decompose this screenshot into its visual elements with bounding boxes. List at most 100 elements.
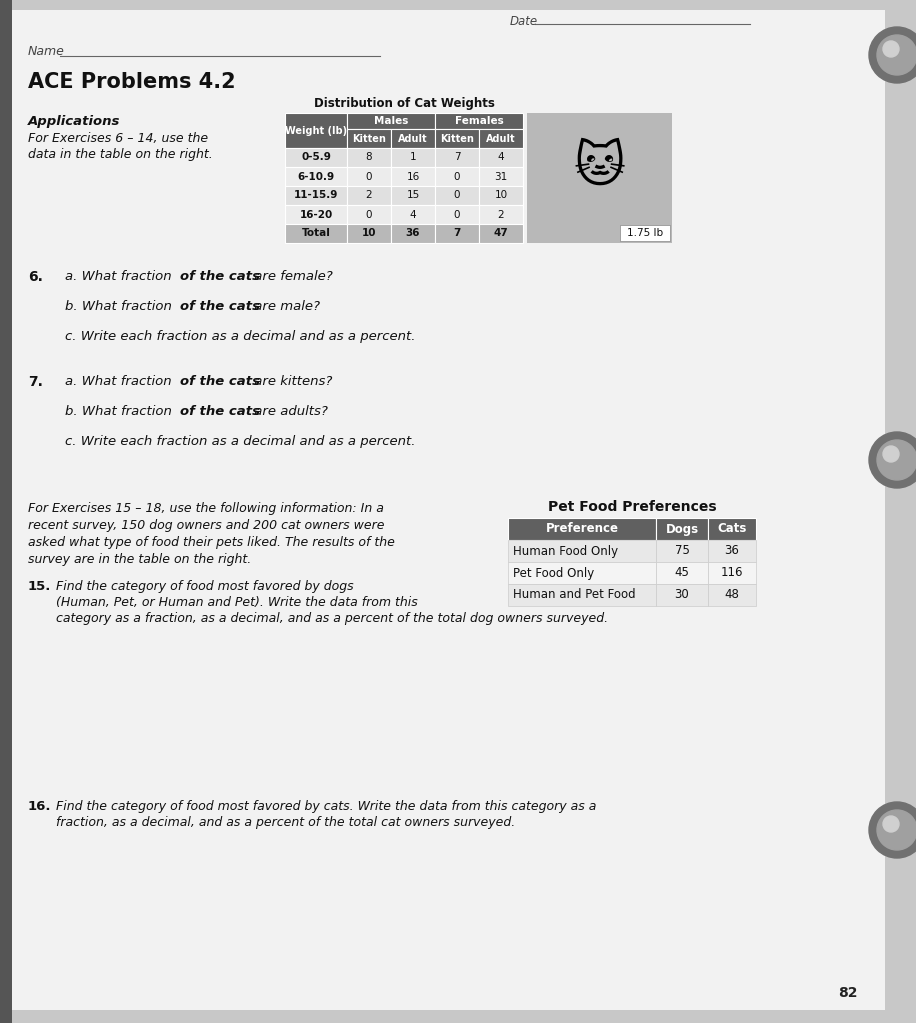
Text: Total: Total: [301, 228, 331, 238]
Text: 2: 2: [497, 210, 505, 220]
Text: 0: 0: [365, 172, 372, 181]
Text: are adults?: are adults?: [250, 405, 328, 418]
Text: 0: 0: [453, 190, 460, 201]
Bar: [391, 205, 435, 224]
Text: 45: 45: [674, 567, 690, 579]
Text: are kittens?: are kittens?: [250, 375, 333, 388]
Text: of the cats: of the cats: [180, 270, 260, 283]
Bar: [708, 562, 756, 584]
Text: 31: 31: [495, 172, 507, 181]
Text: 15: 15: [407, 190, 420, 201]
Bar: [435, 148, 479, 167]
Bar: [391, 186, 435, 205]
Text: recent survey, 150 dog owners and 200 cat owners were: recent survey, 150 dog owners and 200 ca…: [28, 519, 385, 532]
Text: 16-20: 16-20: [300, 210, 333, 220]
Text: 🐱: 🐱: [573, 143, 626, 191]
Text: Human and Pet Food: Human and Pet Food: [513, 588, 636, 602]
Bar: [347, 224, 391, 243]
Text: 75: 75: [674, 544, 690, 558]
Text: 7.: 7.: [28, 375, 43, 389]
Text: c. Write each fraction as a decimal and as a percent.: c. Write each fraction as a decimal and …: [65, 435, 416, 448]
Bar: [285, 224, 347, 243]
Text: Date: Date: [510, 15, 538, 28]
Bar: [285, 167, 347, 186]
Text: 8: 8: [365, 152, 372, 163]
Bar: [479, 186, 523, 205]
Text: 116: 116: [721, 567, 743, 579]
Bar: [435, 205, 479, 224]
Text: Find the category of food most favored by dogs: Find the category of food most favored b…: [56, 580, 354, 593]
Bar: [435, 113, 523, 129]
Text: Females: Females: [454, 116, 504, 126]
Circle shape: [869, 27, 916, 83]
Text: 15.: 15.: [28, 580, 51, 593]
Circle shape: [877, 810, 916, 850]
Bar: [479, 224, 523, 243]
Text: 16: 16: [407, 172, 420, 181]
Bar: [479, 205, 523, 224]
Text: Adult: Adult: [486, 133, 516, 143]
Bar: [347, 167, 391, 186]
Text: 7: 7: [453, 228, 461, 238]
Text: 4: 4: [497, 152, 505, 163]
Bar: [479, 167, 523, 186]
Text: survey are in the table on the right.: survey are in the table on the right.: [28, 553, 251, 566]
Text: 36: 36: [725, 544, 739, 558]
Bar: [656, 540, 708, 562]
Bar: [0, 0, 12, 1023]
Text: 1: 1: [409, 152, 416, 163]
Bar: [347, 186, 391, 205]
Bar: [285, 186, 347, 205]
Circle shape: [877, 35, 916, 75]
Text: of the cats: of the cats: [180, 300, 260, 313]
Text: Males: Males: [374, 116, 409, 126]
Circle shape: [883, 446, 899, 462]
Bar: [656, 562, 708, 584]
Bar: [391, 167, 435, 186]
Bar: [391, 129, 435, 148]
Text: Pet Food Preferences: Pet Food Preferences: [548, 500, 716, 514]
Text: c. Write each fraction as a decimal and as a percent.: c. Write each fraction as a decimal and …: [65, 330, 416, 343]
Circle shape: [883, 41, 899, 57]
Text: 4: 4: [409, 210, 416, 220]
Bar: [527, 113, 672, 243]
Bar: [435, 186, 479, 205]
Text: of the cats: of the cats: [180, 405, 260, 418]
Bar: [285, 148, 347, 167]
Text: data in the table on the right.: data in the table on the right.: [28, 148, 213, 161]
Bar: [708, 584, 756, 606]
Text: 10: 10: [495, 190, 507, 201]
Bar: [620, 225, 670, 241]
Text: For Exercises 6 – 14, use the: For Exercises 6 – 14, use the: [28, 132, 208, 145]
Circle shape: [877, 440, 916, 480]
Text: 36: 36: [406, 228, 420, 238]
Text: For Exercises 15 – 18, use the following information: In a: For Exercises 15 – 18, use the following…: [28, 502, 384, 515]
Text: 11-15.9: 11-15.9: [294, 190, 338, 201]
Bar: [435, 224, 479, 243]
Text: 2: 2: [365, 190, 372, 201]
Text: Name: Name: [28, 45, 65, 58]
Text: b. What fraction: b. What fraction: [65, 300, 176, 313]
Text: b. What fraction: b. What fraction: [65, 405, 176, 418]
Text: Pet Food Only: Pet Food Only: [513, 567, 594, 579]
Text: 10: 10: [362, 228, 376, 238]
Bar: [508, 518, 656, 540]
Text: 82: 82: [838, 986, 858, 1000]
Text: Cats: Cats: [717, 523, 747, 535]
Bar: [391, 224, 435, 243]
Bar: [285, 113, 347, 148]
Text: Find the category of food most favored by cats. Write the data from this categor: Find the category of food most favored b…: [56, 800, 596, 813]
Text: fraction, as a decimal, and as a percent of the total cat owners surveyed.: fraction, as a decimal, and as a percent…: [56, 816, 515, 829]
Text: 48: 48: [725, 588, 739, 602]
Bar: [391, 148, 435, 167]
Bar: [508, 562, 656, 584]
Text: are female?: are female?: [250, 270, 333, 283]
Bar: [708, 518, 756, 540]
Text: Weight (lb): Weight (lb): [285, 126, 347, 135]
Text: 47: 47: [494, 228, 508, 238]
Text: Distribution of Cat Weights: Distribution of Cat Weights: [313, 97, 495, 110]
Circle shape: [883, 816, 899, 832]
Text: 0: 0: [453, 210, 460, 220]
Bar: [708, 540, 756, 562]
Circle shape: [869, 432, 916, 488]
